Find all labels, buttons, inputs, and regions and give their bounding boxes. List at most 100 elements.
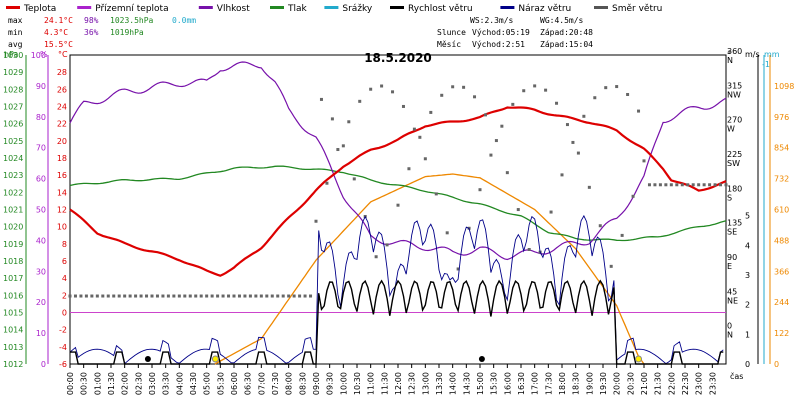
- temperature-tick-label: 28: [57, 68, 67, 77]
- time-tick-label: 10:00: [339, 372, 348, 395]
- time-tick-label: 05:00: [203, 372, 212, 395]
- wind-direction-marker: [587, 185, 591, 189]
- wind-direction-marker: [522, 89, 526, 93]
- wind-direction-marker: [598, 224, 602, 228]
- stat-min-temp: 4.3°C: [44, 28, 68, 37]
- wind-direction-marker: [478, 188, 482, 192]
- temperature-series-line: [69, 106, 727, 277]
- temperature-tick-label: 24: [57, 103, 67, 112]
- temperature-tick-label: 12: [57, 206, 67, 215]
- temperature-unit: °C: [58, 50, 68, 59]
- temperature-tick-label: 8: [62, 240, 67, 249]
- direction-deg-label: 135: [727, 219, 742, 228]
- solar-tick-label: 488: [774, 236, 789, 245]
- wind-direction-marker: [352, 177, 356, 181]
- legend-swatch-6: [500, 6, 515, 9]
- wind-direction-marker: [642, 159, 646, 163]
- temperature-tick-label: 26: [57, 85, 67, 94]
- wind-direction-marker: [445, 231, 449, 235]
- time-tick-label: 18:00: [558, 372, 567, 395]
- temperature-tick-label: 20: [57, 137, 67, 146]
- time-tick-label: 19:30: [599, 372, 608, 395]
- solar-tick-label: 122: [774, 329, 789, 338]
- temperature-tick-label: -2: [59, 326, 67, 335]
- legend-swatch-4: [324, 6, 339, 9]
- time-tick-label: 15:00: [476, 372, 485, 395]
- wind-direction-marker: [473, 95, 477, 99]
- wind-direction-marker: [161, 294, 165, 298]
- humidity-tick-label: 30: [36, 267, 46, 276]
- time-tick-label: 02:30: [134, 372, 143, 395]
- wind-direction-marker: [396, 203, 400, 207]
- wind-direction-marker: [620, 233, 624, 237]
- stat-sun-label: Slunce: [437, 28, 466, 37]
- direction-deg-label: 0: [727, 322, 732, 331]
- wind-direction-marker: [243, 294, 247, 298]
- wind-direction-marker: [555, 101, 559, 105]
- humidity-tick-label: 90: [36, 82, 46, 91]
- time-tick-label: 06:00: [230, 372, 239, 395]
- temperature-tick-label: 22: [57, 120, 67, 129]
- wind-direction-marker: [637, 109, 641, 113]
- stats-panel: max 24.1°C 98% 1023.5hPa 0.0mm min 4.3°C…: [8, 16, 593, 49]
- humidity-tick-label: 60: [36, 175, 46, 184]
- wind-direction-marker: [150, 294, 154, 298]
- time-tick-label: 13:30: [435, 372, 444, 395]
- pressure-tick-label: 1014: [3, 326, 23, 335]
- wind-direction-marker: [314, 219, 318, 223]
- moon-set-marker: [478, 356, 485, 362]
- wind-direction-marker: [401, 104, 405, 108]
- time-tick-label: 20:00: [613, 372, 622, 395]
- direction-deg-label: 90: [727, 253, 737, 262]
- temperature-tick-label: 10: [57, 223, 67, 232]
- wind-direction-marker: [199, 294, 203, 298]
- pressure-tick-label: 1013: [3, 343, 23, 352]
- wind-direction-marker: [90, 294, 94, 298]
- humidity-tick-label: 10: [36, 329, 46, 338]
- wind-direction-marker: [166, 294, 170, 298]
- wind-direction-marker: [626, 92, 630, 96]
- wind-direction-marker: [434, 192, 438, 196]
- wind-direction-marker: [593, 96, 597, 100]
- wind-tick-label: 1: [745, 330, 750, 339]
- wind-direction-marker: [691, 183, 695, 187]
- wind-direction-marker: [407, 167, 411, 171]
- time-tick-label: 12:00: [394, 372, 403, 395]
- wind-direction-marker: [237, 294, 241, 298]
- humidity-tick-label: 0: [41, 360, 46, 369]
- wind-direction-marker: [145, 294, 149, 298]
- wind-direction-marker: [697, 183, 701, 187]
- legend-label-6: Náraz větru: [518, 4, 571, 14]
- solar-tick-label: 366: [774, 267, 789, 276]
- time-tick-label: 07:00: [257, 372, 266, 395]
- wind-direction-markers: [68, 84, 728, 298]
- wind-direction-marker: [511, 102, 515, 106]
- direction-dir-label: N: [727, 331, 733, 340]
- wind-direction-marker: [287, 294, 291, 298]
- stat-max-temp: 24.1°C: [44, 16, 73, 25]
- humidity-unit: %: [40, 50, 48, 59]
- legend-label-2: Vlhkost: [217, 4, 250, 14]
- legend-label-0: Teplota: [23, 4, 56, 14]
- temperature-tick-label: 2: [62, 291, 67, 300]
- time-tick-label: 16:30: [517, 372, 526, 395]
- time-tick-label: 06:30: [244, 372, 253, 395]
- wind-direction-marker: [669, 183, 673, 187]
- wind-direction-marker: [177, 294, 181, 298]
- wind-direction-marker: [205, 294, 209, 298]
- wind-direction-marker: [227, 294, 231, 298]
- wind-direction-marker: [675, 183, 679, 187]
- legend-swatch-0: [6, 6, 20, 9]
- temperature-tick-label: 18: [57, 154, 67, 163]
- pressure-tick-label: 1029: [3, 68, 23, 77]
- temperature-tick-label: 6: [62, 257, 67, 266]
- wind-direction-marker: [516, 208, 520, 212]
- direction-dir-label: E: [727, 262, 732, 271]
- stat-moon-label: Měsíc: [437, 40, 461, 49]
- direction-deg-label: 360: [727, 47, 742, 56]
- time-tick-label: 04:30: [189, 372, 198, 395]
- time-tick-label: 19:00: [585, 372, 594, 395]
- wind-direction-marker: [194, 294, 198, 298]
- solar-tick-label: 1098: [774, 82, 794, 91]
- time-tick-label: 22:30: [681, 372, 690, 395]
